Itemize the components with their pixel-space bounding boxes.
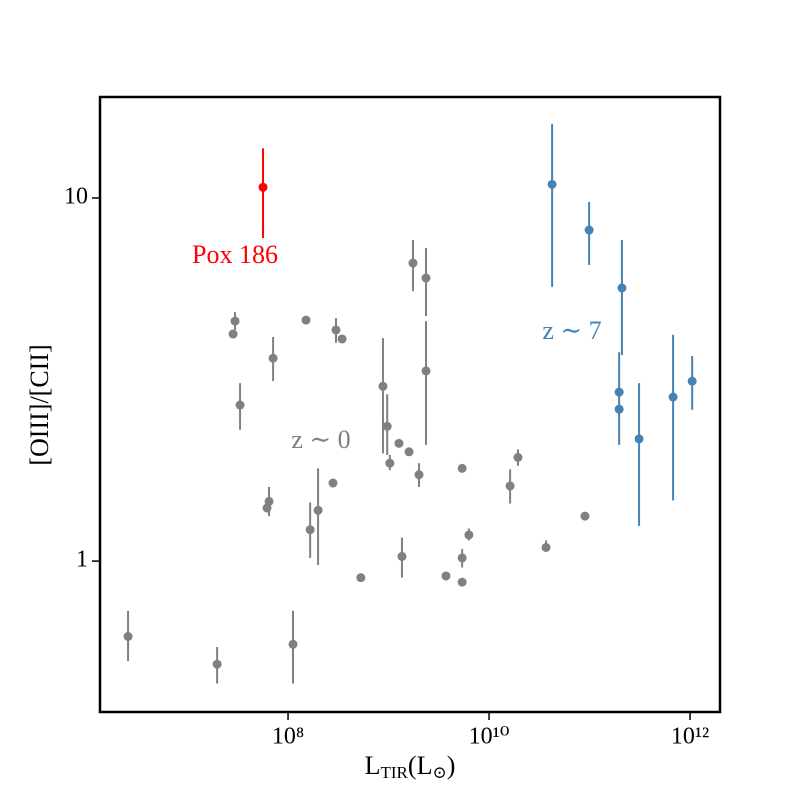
plot-frame: [98, 95, 722, 714]
y-tick-label: 10: [64, 183, 88, 209]
point: [547, 179, 557, 189]
point: [301, 315, 311, 325]
x-label-part: TIR: [381, 763, 409, 782]
point: [328, 478, 338, 488]
x-label-part: (L: [408, 751, 433, 780]
point: [668, 392, 678, 402]
point: [378, 381, 388, 391]
point: [264, 496, 274, 506]
point: [397, 551, 407, 561]
point: [305, 525, 315, 535]
point: [331, 325, 341, 335]
point: [421, 366, 431, 376]
point: [457, 463, 467, 473]
point: [634, 434, 644, 444]
point: [235, 400, 245, 410]
series-label: Pox 186: [192, 240, 278, 269]
point: [404, 447, 414, 457]
point: [614, 404, 624, 414]
point: [617, 283, 627, 293]
point: [408, 258, 418, 268]
point: [441, 571, 451, 581]
point: [268, 353, 278, 363]
point: [464, 530, 474, 540]
point: [414, 470, 424, 480]
x-axis-label: LTIR(L⊙): [365, 751, 456, 782]
point: [513, 452, 523, 462]
point: [228, 329, 238, 339]
point: [123, 631, 133, 641]
x-tick-label: 10¹⁰: [469, 724, 510, 750]
series-label: z ∼ 7: [542, 316, 601, 345]
y-axis-label: [OIII]/[CII]: [25, 344, 54, 465]
point: [288, 639, 298, 649]
y-tick-label: 1: [76, 547, 88, 573]
point: [541, 542, 551, 552]
point: [580, 511, 590, 521]
x-tick-label: 10¹²: [671, 724, 709, 750]
point: [614, 387, 624, 397]
point: [356, 573, 366, 583]
point: [505, 481, 515, 491]
point: [687, 376, 697, 386]
point: [337, 334, 347, 344]
point: [313, 505, 323, 515]
point: [230, 316, 240, 326]
point: [382, 421, 392, 431]
series-label: z ∼ 0: [291, 425, 350, 454]
point: [584, 225, 594, 235]
point: [212, 659, 222, 669]
point: [457, 553, 467, 563]
x-label-part: L: [365, 751, 381, 780]
point: [258, 182, 268, 192]
x-label-part: ): [447, 751, 456, 780]
x-label-part: ⊙: [432, 763, 446, 782]
point: [457, 577, 467, 587]
point: [385, 458, 395, 468]
point: [394, 438, 404, 448]
point: [421, 273, 431, 283]
x-tick-label: 10⁸: [272, 724, 304, 750]
